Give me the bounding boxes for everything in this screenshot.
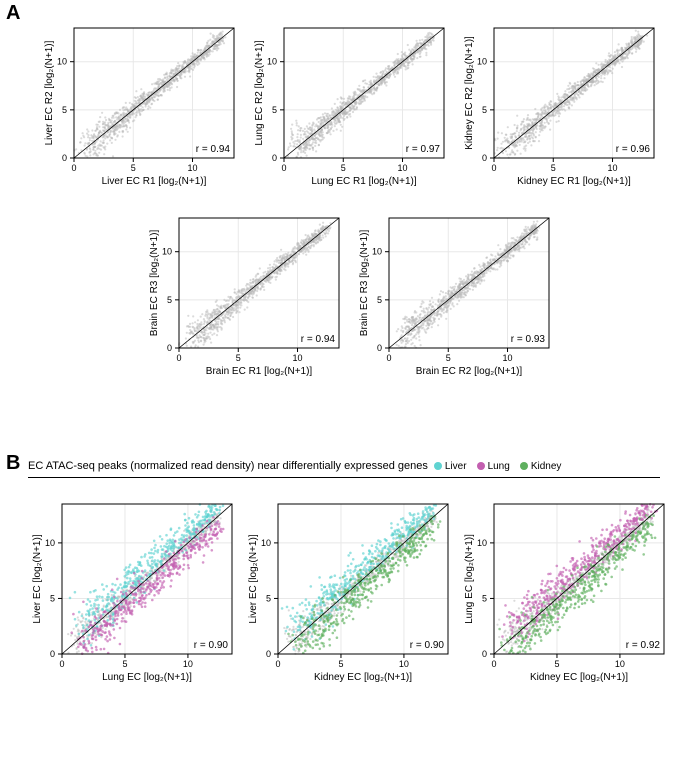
x-axis-label: Brain EC R1 [log₂(N+1)]	[206, 366, 313, 377]
scatter-lung_r1_r2: 00 5 5 10 10 Lung EC R1 [log₂(N+1)] Lung EC R2…	[250, 24, 450, 188]
x-axis-label: Brain EC R2 [log₂(N+1)]	[416, 366, 523, 377]
y-axis-label: Lung EC R2 [log₂(N+1)]	[254, 40, 265, 146]
svg-text:5: 5	[131, 163, 136, 173]
panel-letter-a: A	[6, 2, 20, 25]
svg-text:10: 10	[477, 57, 487, 67]
panel-b-title: EC ATAC-seq peaks (normalized read densi…	[28, 460, 428, 472]
legend-item: Kidney	[520, 461, 562, 472]
correlation-label: r = 0.97	[406, 144, 441, 155]
legend-item: Lung	[477, 461, 510, 472]
panel-b-divider	[28, 477, 660, 478]
svg-text:5: 5	[236, 353, 241, 363]
svg-text:5: 5	[272, 105, 277, 115]
scatter-liver_vs_lung: 00551010Lung EC [log₂(N+1)]Liver EC [log…	[28, 500, 238, 684]
y-axis-label: Kidney EC R2 [log₂(N+1)]	[464, 36, 475, 150]
scatter-plot-brain_r2_r3: 00551010Brain EC R2 [log₂(N+1)]Brain EC …	[355, 214, 555, 378]
correlation-label: r = 0.92	[626, 640, 661, 651]
figure-root: A 00551010Liver EC R1 [log₂(N+1)]Liver E…	[0, 0, 675, 771]
x-axis-label: Kidney EC [log₂(N+1)]	[314, 672, 412, 683]
correlation-label: r = 0.90	[410, 640, 445, 651]
panel-b-legend: Liver Lung Kidney	[434, 461, 562, 472]
correlation-label: r = 0.93	[511, 334, 546, 345]
panel-letter-b: B	[6, 452, 20, 475]
svg-text:0: 0	[167, 343, 172, 353]
legend-dot-icon	[477, 462, 485, 470]
scatter-plot-liver_vs_kidney: 00551010Kidney EC [log₂(N+1)]Liver EC [l…	[244, 500, 454, 684]
svg-text:0: 0	[176, 353, 181, 363]
scatter-plot-liver_r1_r2: 00 5 5 10 10 Liver EC R1 [log₂(N+1)] Liver EC …	[40, 24, 240, 188]
legend-label: Kidney	[531, 461, 562, 472]
x-axis-label: Kidney EC [log₂(N+1)]	[530, 672, 628, 683]
y-axis-label: Brain EC R3 [log₂(N+1)]	[359, 230, 370, 337]
svg-text:10: 10	[267, 57, 277, 67]
correlation-label: r = 0.96	[616, 144, 651, 155]
scatter-liver_vs_kidney: 00551010Kidney EC [log₂(N+1)]Liver EC [l…	[244, 500, 454, 684]
y-axis-label: Liver EC [log₂(N+1)]	[248, 534, 259, 623]
scatter-plot-kidney_r1_r2: 00 5 5 10 10 Kidney EC R1 [log₂(N+1)] Kidney E…	[460, 24, 660, 188]
svg-text:10: 10	[188, 163, 198, 173]
x-axis-label: Lung EC R1 [log₂(N+1)]	[311, 176, 417, 187]
svg-text:5: 5	[482, 105, 487, 115]
scatter-plot-liver_vs_lung: 00551010Lung EC [log₂(N+1)]Liver EC [log…	[28, 500, 238, 684]
y-axis-label: Liver EC [log₂(N+1)]	[32, 534, 43, 623]
legend-item: Liver	[434, 461, 467, 472]
svg-text:5: 5	[551, 163, 556, 173]
svg-text:0: 0	[272, 153, 277, 163]
scatter-lung_vs_kidney: 00551010Kidney EC [log₂(N+1)]Lung EC [lo…	[460, 500, 670, 684]
scatter-kidney_r1_r2: 00 5 5 10 10 Kidney EC R1 [log₂(N+1)] Kidney E…	[460, 24, 660, 188]
x-axis-label: Kidney EC R1 [log₂(N+1)]	[517, 176, 631, 187]
y-axis-label: Brain EC R3 [log₂(N+1)]	[149, 230, 160, 337]
svg-text:0: 0	[482, 153, 487, 163]
scatter-plot-lung_r1_r2: 00 5 5 10 10 Lung EC R1 [log₂(N+1)] Lung EC R2…	[250, 24, 450, 188]
legend-label: Lung	[488, 461, 510, 472]
svg-text:10: 10	[398, 163, 408, 173]
panel-b-header: EC ATAC-seq peaks (normalized read densi…	[28, 460, 668, 472]
scatter-brain_r1_r3: 00 5 5 10 10 Brain EC R1 [log₂(N+1)] Brain EC …	[145, 214, 345, 378]
svg-text:0: 0	[71, 163, 76, 173]
svg-text:5: 5	[341, 163, 346, 173]
correlation-label: r = 0.94	[196, 144, 231, 155]
svg-text:0: 0	[62, 153, 67, 163]
correlation-label: r = 0.94	[301, 334, 336, 345]
svg-text:10: 10	[293, 353, 303, 363]
svg-text:0: 0	[491, 163, 496, 173]
scatter-liver_r1_r2: 00 5 5 10 10 Liver EC R1 [log₂(N+1)] Liver EC …	[40, 24, 240, 188]
x-axis-label: Lung EC [log₂(N+1)]	[102, 672, 192, 683]
svg-text:10: 10	[162, 247, 172, 257]
legend-dot-icon	[434, 462, 442, 470]
correlation-label: r = 0.90	[194, 640, 229, 651]
svg-text:10: 10	[608, 163, 618, 173]
svg-text:10: 10	[57, 57, 67, 67]
scatter-brain_r2_r3: 00551010Brain EC R2 [log₂(N+1)]Brain EC …	[355, 214, 555, 378]
scatter-plot-brain_r1_r3: 00 5 5 10 10 Brain EC R1 [log₂(N+1)] Brain EC …	[145, 214, 345, 378]
legend-label: Liver	[445, 461, 467, 472]
x-axis-label: Liver EC R1 [log₂(N+1)]	[102, 176, 207, 187]
svg-text:0: 0	[281, 163, 286, 173]
scatter-plot-lung_vs_kidney: 00551010Kidney EC [log₂(N+1)]Lung EC [lo…	[460, 500, 670, 684]
y-axis-label: Liver EC R2 [log₂(N+1)]	[44, 40, 55, 145]
y-axis-label: Lung EC [log₂(N+1)]	[464, 534, 475, 624]
svg-text:5: 5	[167, 295, 172, 305]
legend-dot-icon	[520, 462, 528, 470]
svg-text:5: 5	[62, 105, 67, 115]
